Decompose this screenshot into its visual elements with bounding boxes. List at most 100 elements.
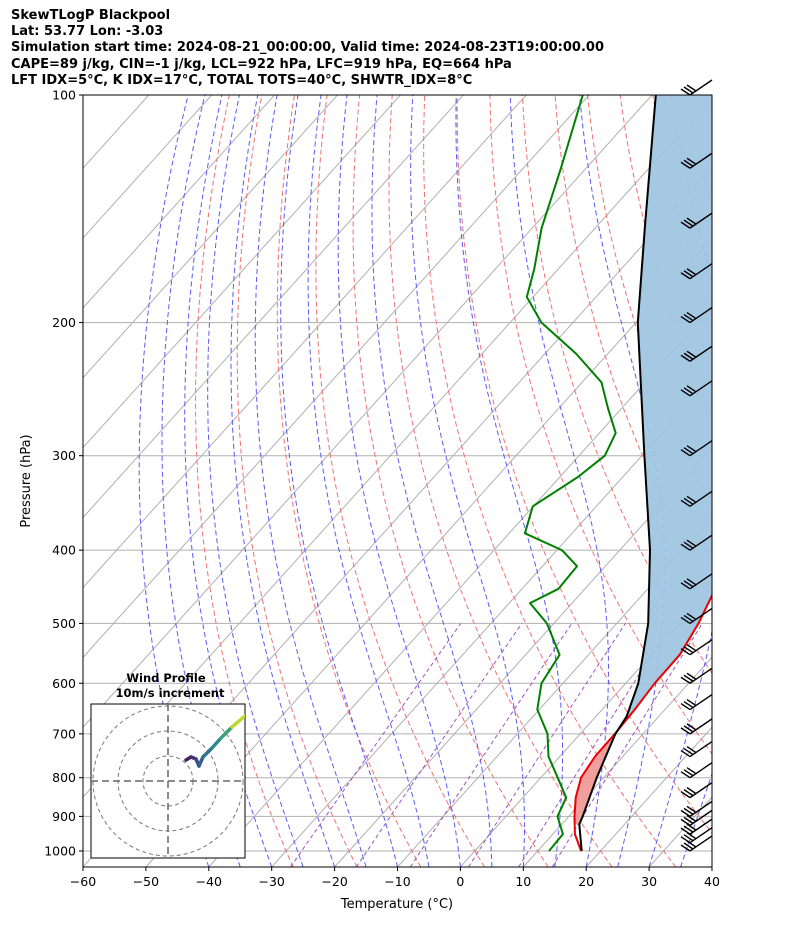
- x-tick-label: 40: [704, 874, 720, 889]
- x-tick-label: −40: [196, 874, 222, 889]
- x-tick-label: −20: [321, 874, 347, 889]
- dry-adiabat: [315, 95, 485, 867]
- wind-barb: [680, 667, 713, 684]
- stability-indices-1: CAPE=89 j/kg, CIN=-1 j/kg, LCL=922 hPa, …: [11, 56, 512, 72]
- x-tick-label: 0: [456, 874, 464, 889]
- x-tick-label: −10: [384, 874, 410, 889]
- hodograph-subtitle: 10m/s increment: [116, 686, 225, 700]
- dewpoint-profile: [523, 95, 617, 852]
- dry-adiabat: [423, 95, 677, 867]
- wind-barb: [680, 490, 713, 507]
- wind-barb: [680, 380, 713, 397]
- isotherm-line: [145, 237, 712, 867]
- moist-adiabat: [184, 95, 273, 867]
- moist-adiabat: [410, 95, 525, 867]
- isotherm-line: [711, 866, 712, 867]
- mixing-ratio-line: [355, 623, 523, 867]
- dry-adiabat: [522, 95, 712, 675]
- plot-grid: [83, 95, 794, 867]
- x-tick-label: −60: [70, 874, 96, 889]
- stability-indices-2: LFT IDX=5°C, K IDX=17°C, TOTAL TOTS=40°C…: [11, 72, 473, 88]
- isotherm-line: [83, 95, 464, 519]
- y-tick-label: 700: [52, 726, 76, 741]
- simulation-times: Simulation start time: 2024-08-21_00:00:…: [11, 40, 604, 56]
- sounding-lines: [523, 95, 712, 852]
- cape-cin-fills: [574, 95, 712, 825]
- isotherm-line: [460, 586, 712, 867]
- wind-barb: [680, 79, 713, 96]
- isotherm-line: [271, 377, 712, 867]
- hodograph-trace: [230, 714, 245, 729]
- chart-header: SkewTLogP Blackpool Lat: 53.77 Lon: -3.0…: [11, 8, 604, 89]
- dry-adiabat: [751, 95, 794, 867]
- wind-barb: [680, 827, 713, 844]
- mixing-ratio-line: [409, 623, 573, 867]
- wind-barb: [680, 306, 713, 324]
- parcel-profile: [578, 95, 657, 852]
- cin-shading: [574, 716, 630, 825]
- wind-barb: [680, 573, 713, 590]
- y-tick-label: 900: [52, 809, 76, 824]
- wind-barb: [680, 800, 713, 817]
- wind-barb: [680, 639, 713, 656]
- mixing-ratio-line: [290, 623, 462, 867]
- dry-adiabat: [352, 95, 549, 867]
- dry-adiabat: [236, 95, 358, 867]
- isotherm-line: [397, 516, 712, 867]
- isotherm-line: [83, 95, 590, 659]
- location-coordinates: Lat: 53.77 Lon: -3.03: [11, 24, 164, 40]
- moist-adiabat: [680, 772, 712, 867]
- dry-adiabat: [276, 95, 422, 867]
- isotherm-line: [83, 95, 338, 379]
- dry-adiabat: [718, 95, 794, 867]
- isotherm-line: [208, 307, 712, 867]
- moist-adiabat: [307, 95, 430, 867]
- isotherm-line: [522, 656, 712, 867]
- hodograph-trace: [219, 725, 234, 740]
- wind-barb: [680, 345, 713, 362]
- wind-barb: [680, 740, 713, 758]
- temperature-profile: [573, 593, 712, 852]
- moist-adiabat: [711, 865, 712, 867]
- y-tick-label: 600: [52, 676, 76, 691]
- x-tick-label: 30: [641, 874, 657, 889]
- moist-adiabat: [509, 95, 609, 867]
- mixing-ratio-line: [518, 623, 672, 867]
- wind-barb: [680, 762, 713, 779]
- y-axis-label: Pressure (hPa): [19, 434, 34, 527]
- hodograph-trace: [201, 746, 214, 759]
- hodograph-title: Wind Profile: [126, 671, 206, 685]
- wind-barb: [680, 440, 713, 457]
- moist-adiabat: [207, 95, 304, 867]
- isotherm-line: [83, 95, 653, 728]
- dry-adiabat: [783, 95, 794, 867]
- cape-shading: [626, 95, 712, 717]
- y-tick-label: 400: [52, 543, 76, 558]
- moist-adiabat: [337, 95, 461, 867]
- isotherm-line: [83, 95, 213, 239]
- y-tick-label: 1000: [44, 843, 76, 858]
- wind-barb: [680, 263, 713, 280]
- moist-adiabat: [254, 95, 367, 867]
- x-tick-label: −50: [133, 874, 159, 889]
- dry-adiabat: [195, 95, 294, 867]
- dry-adiabat: [456, 95, 712, 834]
- x-tick-label: 20: [578, 874, 594, 889]
- y-tick-label: 500: [52, 616, 76, 631]
- isotherm-line: [83, 95, 275, 309]
- wind-barb: [680, 782, 713, 799]
- x-tick-label: 10: [515, 874, 531, 889]
- hodograph-trace: [210, 736, 223, 750]
- wind-barb: [680, 718, 713, 735]
- y-tick-label: 800: [52, 770, 76, 785]
- wind-barb: [680, 212, 713, 229]
- hodograph-inset: Wind Profile 10m/s increment: [90, 671, 246, 859]
- moist-adiabat: [280, 95, 398, 867]
- isotherm-line: [83, 95, 401, 449]
- isotherm-line: [83, 95, 527, 589]
- wind-barb: [680, 607, 713, 624]
- axis-ticks: −60 −50 −40 −30 −20 −10 0 10 20 30 40 100 200 300 400 5…: [44, 88, 720, 890]
- wind-barb: [680, 693, 713, 711]
- x-tick-label: −30: [259, 874, 285, 889]
